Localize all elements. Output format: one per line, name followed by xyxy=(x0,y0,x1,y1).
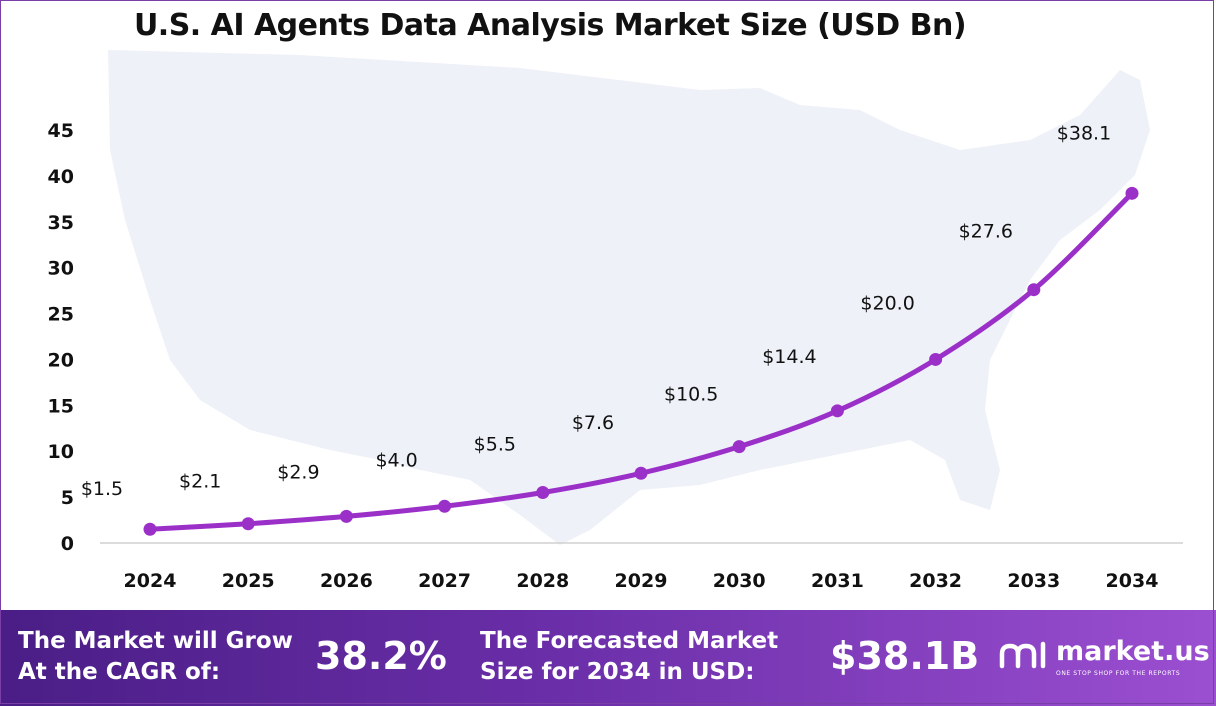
data-point xyxy=(143,522,157,536)
data-label: $27.6 xyxy=(959,221,1013,243)
x-tick-label: 2026 xyxy=(320,570,373,592)
data-point xyxy=(241,517,255,531)
us-map-silhouette xyxy=(108,50,1150,545)
x-tick-label: 2028 xyxy=(516,570,569,592)
data-point xyxy=(438,499,452,513)
y-tick-label: 15 xyxy=(48,395,74,417)
y-tick-label: 25 xyxy=(48,304,74,326)
y-tick-label: 10 xyxy=(48,441,74,463)
series-line xyxy=(147,190,1135,532)
y-tick-label: 35 xyxy=(48,212,74,234)
data-point xyxy=(536,486,550,500)
data-point xyxy=(1027,283,1041,297)
market-us-logo-icon xyxy=(999,641,1046,669)
x-tick-label: 2034 xyxy=(1106,570,1159,592)
data-label: $1.5 xyxy=(81,478,123,500)
y-tick-label: 20 xyxy=(48,349,74,371)
x-tick-label: 2033 xyxy=(1007,570,1060,592)
data-label: $5.5 xyxy=(474,434,516,456)
y-tick-label: 40 xyxy=(48,166,74,188)
x-tick-label: 2032 xyxy=(909,570,962,592)
y-tick-label: 0 xyxy=(61,533,74,555)
brand-tagline: ONE STOP SHOP FOR THE REPORTS xyxy=(1056,670,1181,677)
data-point xyxy=(929,352,943,366)
y-tick-label: 45 xyxy=(48,120,74,142)
data-label: $38.1 xyxy=(1057,122,1111,144)
forecast-label: The Forecasted Market Size for 2034 in U… xyxy=(480,628,779,685)
data-point xyxy=(732,440,746,454)
x-tick-label: 2030 xyxy=(713,570,766,592)
x-tick-label: 2027 xyxy=(418,570,471,592)
x-tick-label: 2029 xyxy=(615,570,668,592)
x-tick-label: 2024 xyxy=(124,570,177,592)
data-label: $20.0 xyxy=(860,292,914,314)
brand-logo: market.us ONE STOP SHOP FOR THE REPORTS xyxy=(998,636,1210,680)
brand-name: market.us xyxy=(1056,636,1210,667)
data-label: $14.4 xyxy=(762,346,816,368)
data-label: $7.6 xyxy=(572,412,614,434)
data-label: $2.9 xyxy=(277,461,319,483)
cagr-label: The Market will Grow At the CAGR of: xyxy=(18,628,293,685)
cagr-value: 38.2% xyxy=(315,634,447,678)
x-tick-label: 2025 xyxy=(222,570,275,592)
data-label: $10.5 xyxy=(664,384,718,406)
data-point xyxy=(830,404,844,418)
data-point xyxy=(339,509,353,523)
y-tick-label: 30 xyxy=(48,258,74,280)
forecast-value: $38.1B xyxy=(830,634,980,678)
chart-title: U.S. AI Agents Data Analysis Market Size… xyxy=(133,8,967,43)
summary-banner: The Market will Grow At the CAGR of: 38.… xyxy=(0,610,1216,706)
data-label: $4.0 xyxy=(375,449,417,471)
data-point xyxy=(634,466,648,480)
data-label: $2.1 xyxy=(179,471,221,493)
y-tick-label: 5 xyxy=(61,487,74,509)
x-tick-label: 2031 xyxy=(811,570,864,592)
data-point xyxy=(1125,186,1139,200)
